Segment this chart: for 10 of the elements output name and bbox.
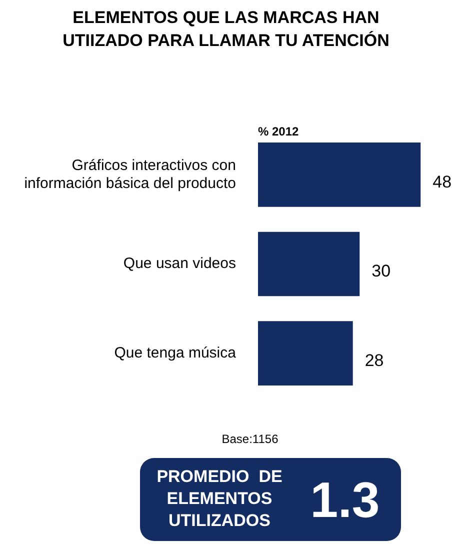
summary-box: PROMEDIO DE ELEMENTOS UTILIZADOS 1.3 bbox=[140, 458, 401, 541]
y-tick-label: Que usan videos bbox=[123, 255, 236, 272]
y-tick-label: Que tenga música bbox=[114, 344, 237, 362]
text: Base:1156 bbox=[220, 432, 280, 446]
y-tick-label: Gráficos interactivos con información básica del producto bbox=[24, 156, 236, 192]
data-label: 28 bbox=[364, 351, 384, 370]
data-label: 30 bbox=[372, 262, 391, 281]
chart-title: ELEMENTOS QUE LAS MARCAS HAN UTIIZADO PARA LLAMAR TU ATENCIÓN bbox=[62, 7, 390, 52]
series-label: % 2012 bbox=[258, 124, 300, 138]
data-label: 48 bbox=[432, 172, 452, 192]
